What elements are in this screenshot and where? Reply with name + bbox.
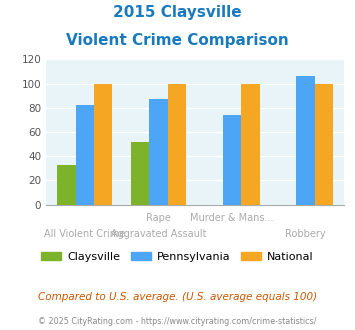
Bar — [296, 76, 315, 205]
Bar — [94, 83, 113, 205]
Bar — [131, 142, 149, 205]
Text: Aggravated Assault: Aggravated Assault — [111, 229, 206, 239]
Legend: Claysville, Pennsylvania, National: Claysville, Pennsylvania, National — [37, 248, 318, 267]
Bar — [57, 165, 76, 205]
Text: 2015 Claysville: 2015 Claysville — [113, 5, 242, 20]
Bar — [223, 115, 241, 205]
Text: All Violent Crime: All Violent Crime — [44, 229, 125, 239]
Text: Compared to U.S. average. (U.S. average equals 100): Compared to U.S. average. (U.S. average … — [38, 292, 317, 302]
Bar — [241, 83, 260, 205]
Text: © 2025 CityRating.com - https://www.cityrating.com/crime-statistics/: © 2025 CityRating.com - https://www.city… — [38, 317, 317, 326]
Text: Violent Crime Comparison: Violent Crime Comparison — [66, 33, 289, 48]
Bar — [315, 83, 333, 205]
Bar — [149, 99, 168, 205]
Bar — [168, 83, 186, 205]
Text: Murder & Mans...: Murder & Mans... — [190, 213, 274, 223]
Text: Robbery: Robbery — [285, 229, 326, 239]
Bar — [76, 105, 94, 205]
Text: Rape: Rape — [146, 213, 171, 223]
